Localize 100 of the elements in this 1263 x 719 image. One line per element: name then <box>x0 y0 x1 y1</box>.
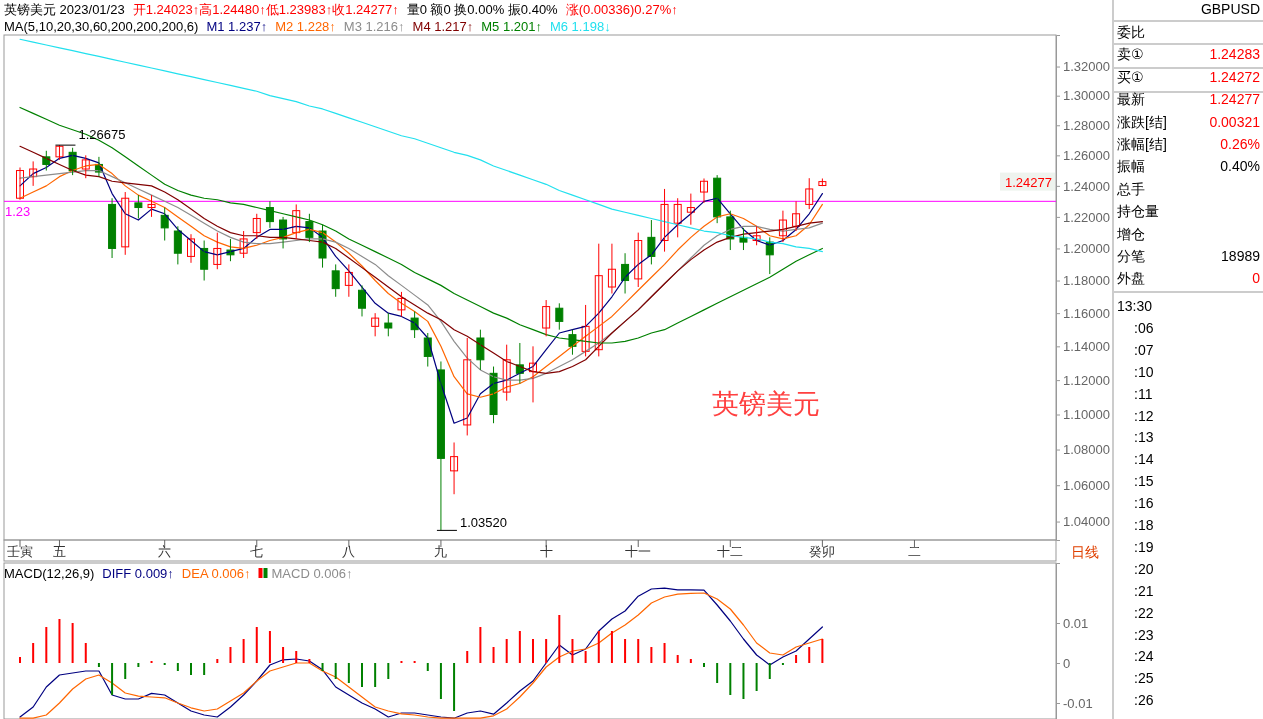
x-tick-label: 九 <box>434 544 448 559</box>
y-tick-label: 1.18000 <box>1063 273 1110 289</box>
text: M6 1.198↓ <box>549 19 611 34</box>
bar <box>295 651 298 663</box>
y-tick-label: 1.14000 <box>1063 339 1110 354</box>
text: :25 <box>1134 670 1154 687</box>
text: :13 <box>1134 429 1154 446</box>
bar <box>426 663 429 671</box>
y-tick-label: 1.26000 <box>1063 147 1110 163</box>
bar <box>137 663 140 667</box>
text: 0.00321 <box>1209 113 1260 130</box>
candlestick <box>818 177 827 187</box>
bar <box>624 639 627 663</box>
x-tick-label: 二 <box>907 544 921 559</box>
text: 开1.24023↑高1.24480↑低1.23983↑收1.24277↑ <box>132 2 399 17</box>
annotation: 英镑美元 <box>712 389 821 419</box>
y-tick-label: -0.01 <box>1063 695 1093 711</box>
text: DEA 0.006↑ <box>181 566 251 581</box>
x-tick-label: 六 <box>158 544 172 559</box>
bar <box>584 651 587 663</box>
text: M5 1.201↑ <box>481 19 542 34</box>
bar <box>597 631 600 663</box>
bar <box>505 639 508 663</box>
text: :22 <box>1134 604 1154 621</box>
text: :24 <box>1134 648 1154 665</box>
text: 13:30 <box>1117 298 1153 314</box>
bar <box>124 663 127 679</box>
text: DIFF 0.009↑ <box>102 566 174 581</box>
bar <box>203 663 206 675</box>
category-label: 最新 <box>1117 91 1145 108</box>
bar <box>742 663 745 699</box>
y-tick-label: 1.10000 <box>1063 407 1110 423</box>
text: M3 1.216↑ <box>343 19 405 34</box>
bar <box>32 643 35 663</box>
x-tick-label: 壬寅 <box>7 544 33 559</box>
bar <box>689 659 692 663</box>
bar <box>768 663 771 679</box>
category-label: 外盘 <box>1117 270 1145 287</box>
candlestick <box>647 219 656 265</box>
candlestick <box>134 194 143 219</box>
text: :14 <box>1134 451 1154 468</box>
candlestick <box>660 188 669 253</box>
bar <box>347 663 350 683</box>
bar <box>453 663 456 711</box>
y-tick-label: 1.30000 <box>1063 88 1110 104</box>
bar <box>663 643 666 663</box>
text: 1.24277 <box>1209 91 1260 108</box>
chart-title: MACD(12,26,9) <box>4 566 95 581</box>
text: GBPUSD <box>1200 1 1260 17</box>
candlestick <box>805 177 814 210</box>
bar <box>466 651 469 663</box>
x-tick-label: 五 <box>52 544 66 559</box>
text: :19 <box>1134 538 1154 555</box>
bar <box>374 663 377 687</box>
bar <box>242 639 245 663</box>
bar <box>610 631 613 663</box>
candlestick <box>489 366 498 424</box>
bar <box>45 627 48 663</box>
category-label: 买① <box>1117 68 1144 85</box>
legend-label: MACD 0.006↑ <box>271 566 353 581</box>
text: 1.24283 <box>1209 46 1260 63</box>
category-label: 振幅 <box>1117 158 1145 175</box>
bar <box>216 659 219 663</box>
y-tick-label: 1.22000 <box>1063 209 1110 225</box>
bar <box>821 639 824 663</box>
x-tick-label: 十一 <box>625 544 652 559</box>
bar <box>729 663 732 695</box>
text: 日线 <box>1070 544 1099 560</box>
bar <box>650 647 653 663</box>
annotation: 1.24277 <box>1005 174 1052 190</box>
y-tick-label: 1.20000 <box>1063 241 1110 257</box>
text: :26 <box>1134 692 1154 709</box>
category-label: 委比 <box>1117 24 1145 40</box>
bar <box>716 663 719 683</box>
candlestick <box>410 311 419 339</box>
annotation: 1.03520 <box>459 515 507 531</box>
bar <box>97 663 100 667</box>
bar <box>111 663 114 695</box>
candlestick <box>147 194 156 218</box>
text: 0.26% <box>1220 136 1260 152</box>
bar <box>492 647 495 663</box>
text: :21 <box>1134 582 1154 599</box>
bar <box>571 639 574 663</box>
bar <box>518 631 521 663</box>
bar <box>479 627 482 663</box>
y-tick-label: 1.06000 <box>1063 477 1110 493</box>
text: :11 <box>1134 385 1153 402</box>
legend-title: MA(5,10,20,30,60,200,200,200,6) <box>4 19 199 34</box>
y-tick-label: 0 <box>1063 655 1071 671</box>
text: 涨(0.00336)0.27%↑ <box>565 2 678 17</box>
text: 0.40% <box>1220 158 1260 175</box>
bar <box>558 615 561 663</box>
category-label: 分笔 <box>1117 248 1145 264</box>
x-tick-label: 十 <box>539 544 553 559</box>
text: :20 <box>1134 560 1154 577</box>
y-tick-label: 1.04000 <box>1063 514 1110 530</box>
x-tick-label: 十二 <box>717 544 744 559</box>
bar <box>637 639 640 663</box>
bar <box>58 619 61 663</box>
text: 0 <box>1252 270 1260 287</box>
